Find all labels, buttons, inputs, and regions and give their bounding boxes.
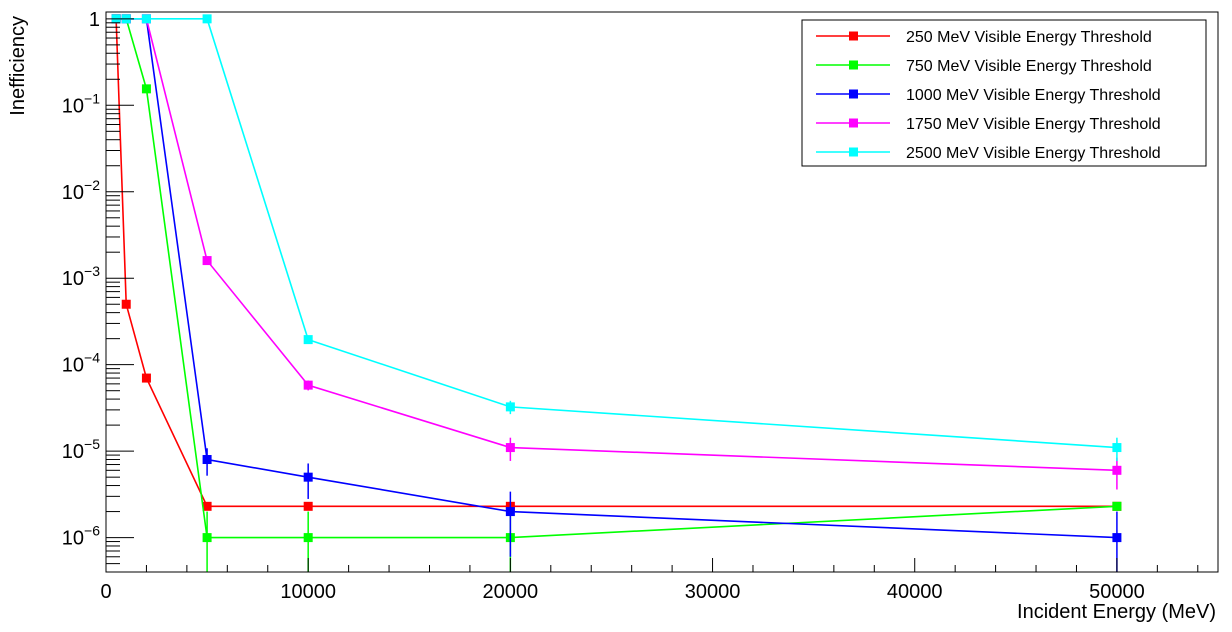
data-point xyxy=(141,14,151,24)
data-point xyxy=(303,501,313,511)
y-tick-label: 10−4 xyxy=(62,350,100,377)
data-point xyxy=(1112,443,1122,453)
y-tick-label: 10−5 xyxy=(62,436,100,463)
data-point xyxy=(505,443,515,453)
data-point xyxy=(202,455,212,465)
legend-entry: 2500 MeV Visible Energy Threshold xyxy=(816,145,1161,162)
x-tick-label: 10000 xyxy=(280,581,336,603)
legend-marker xyxy=(849,89,858,99)
legend-label: 750 MeV Visible Energy Threshold xyxy=(906,58,1152,75)
data-point xyxy=(505,507,515,517)
x-tick-label: 30000 xyxy=(685,581,741,603)
axes: 0 10000 20000 30000 40000 50000 10−6 10−5 10−4 10… xyxy=(62,9,1219,603)
x-tick-label: 20000 xyxy=(483,581,539,603)
data-point xyxy=(303,533,313,543)
data-point xyxy=(141,373,151,383)
legend-label: 1000 MeV Visible Energy Threshold xyxy=(906,87,1161,104)
y-axis-title: Inefficiency xyxy=(7,16,29,116)
y-tick-label: 10−6 xyxy=(62,523,100,550)
legend-marker xyxy=(849,60,858,70)
x-tick-label: 50000 xyxy=(1089,581,1145,603)
legend-entry: 1000 MeV Visible Energy Threshold xyxy=(816,87,1161,104)
legend: 250 MeV Visible Energy Threshold 750 MeV … xyxy=(801,19,1207,167)
legend-label: 250 MeV Visible Energy Threshold xyxy=(906,29,1152,46)
data-point xyxy=(202,501,212,511)
data-point xyxy=(1112,465,1122,475)
data-point xyxy=(505,402,515,412)
y-tick-label: 10−2 xyxy=(62,177,100,204)
data-point xyxy=(141,84,151,94)
data-point xyxy=(202,533,212,543)
data-point xyxy=(202,256,212,266)
x-tick-label: 0 xyxy=(100,581,111,603)
legend-entry: 250 MeV Visible Energy Threshold xyxy=(816,29,1152,46)
data-point xyxy=(303,335,313,345)
data-point xyxy=(121,299,131,309)
data-point xyxy=(1112,533,1122,543)
legend-entry: 750 MeV Visible Energy Threshold xyxy=(816,58,1152,75)
y-tick-label: 10−3 xyxy=(62,263,100,290)
data-point xyxy=(303,380,313,390)
legend-entry: 1750 MeV Visible Energy Threshold xyxy=(816,116,1161,133)
data-point xyxy=(303,472,313,482)
y-tick-label: 10−1 xyxy=(62,90,100,117)
x-tick-label: 40000 xyxy=(887,581,943,603)
legend-box xyxy=(801,19,1207,167)
legend-label: 2500 MeV Visible Energy Threshold xyxy=(906,145,1161,162)
legend-marker xyxy=(849,118,858,128)
legend-marker xyxy=(849,31,858,41)
y-tick-label: 1 xyxy=(89,9,100,31)
legend-marker xyxy=(849,147,858,157)
x-axis-title: Incident Energy (MeV) xyxy=(1017,601,1216,623)
data-point xyxy=(202,14,212,24)
legend-label: 1750 MeV Visible Energy Threshold xyxy=(906,116,1161,133)
data-point xyxy=(1112,501,1122,511)
